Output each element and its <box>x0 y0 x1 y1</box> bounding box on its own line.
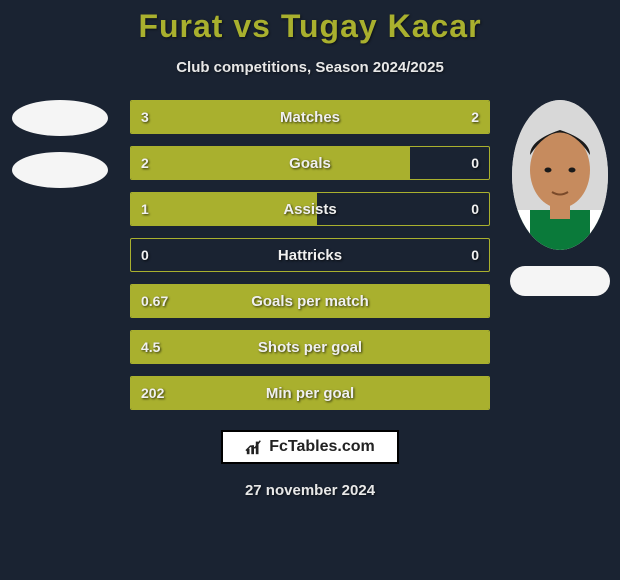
stat-value-left: 0.67 <box>141 293 168 309</box>
stat-value-left: 2 <box>141 155 149 171</box>
footer-date: 27 november 2024 <box>245 482 375 499</box>
player1-avatar-placeholder-1 <box>12 100 108 136</box>
stat-row: 2 Goals 0 <box>130 146 490 180</box>
stat-row: 3 Matches 2 <box>130 100 490 134</box>
player1-avatar-placeholder-2 <box>12 152 108 188</box>
stat-label: Goals per match <box>251 293 369 310</box>
stat-bars: 3 Matches 2 2 Goals 0 1 Assists 0 0 Hattricks 0 0.67… <box>120 100 500 410</box>
player2-avatar <box>512 100 608 250</box>
stat-label: Assists <box>283 201 336 218</box>
content-row: 3 Matches 2 2 Goals 0 1 Assists 0 0 Hattricks 0 0.67… <box>0 100 620 410</box>
player1-name: Furat <box>138 8 223 44</box>
chart-bars-icon <box>245 438 263 456</box>
title: Furat vs Tugay Kacar <box>138 8 481 45</box>
player2-club-placeholder <box>510 266 610 296</box>
vs-text: vs <box>233 8 271 44</box>
subtitle: Club competitions, Season 2024/2025 <box>176 59 444 76</box>
left-avatar-col <box>0 100 120 188</box>
stat-row: 1 Assists 0 <box>130 192 490 226</box>
stat-value-left: 1 <box>141 201 149 217</box>
stat-value-right: 0 <box>471 247 479 263</box>
stat-row: 0 Hattricks 0 <box>130 238 490 272</box>
stat-label: Shots per goal <box>258 339 362 356</box>
stat-label: Min per goal <box>266 385 354 402</box>
right-avatar-col <box>500 100 620 296</box>
comparison-card: Furat vs Tugay Kacar Club competitions, … <box>0 0 620 580</box>
brand-box[interactable]: FcTables.com <box>221 430 399 464</box>
stat-value-left: 3 <box>141 109 149 125</box>
stat-value-right: 0 <box>471 155 479 171</box>
bar-fill-left <box>131 147 410 179</box>
stat-value-left: 202 <box>141 385 164 401</box>
stat-value-right: 2 <box>471 109 479 125</box>
stat-label: Hattricks <box>278 247 342 264</box>
stat-value-right: 0 <box>471 201 479 217</box>
stat-value-left: 4.5 <box>141 339 160 355</box>
stat-label: Goals <box>289 155 331 172</box>
bar-fill-right <box>346 101 489 133</box>
player2-name: Tugay Kacar <box>281 8 482 44</box>
stat-value-left: 0 <box>141 247 149 263</box>
brand-text: FcTables.com <box>269 438 375 456</box>
stat-row: 4.5 Shots per goal <box>130 330 490 364</box>
stat-label: Matches <box>280 109 340 126</box>
stat-row: 202 Min per goal <box>130 376 490 410</box>
stat-row: 0.67 Goals per match <box>130 284 490 318</box>
player2-avatar-svg <box>512 100 608 250</box>
